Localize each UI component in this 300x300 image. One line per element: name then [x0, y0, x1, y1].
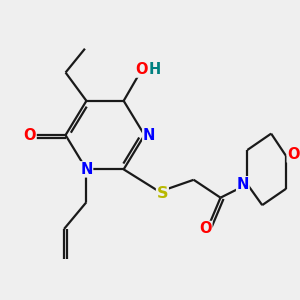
Text: O: O — [23, 128, 36, 142]
Text: S: S — [157, 186, 168, 201]
Text: N: N — [237, 177, 249, 192]
Text: O: O — [199, 221, 212, 236]
Text: N: N — [143, 128, 155, 142]
Text: O: O — [287, 147, 300, 162]
Text: H: H — [149, 62, 161, 77]
Text: O: O — [135, 62, 148, 77]
Text: N: N — [80, 162, 93, 177]
